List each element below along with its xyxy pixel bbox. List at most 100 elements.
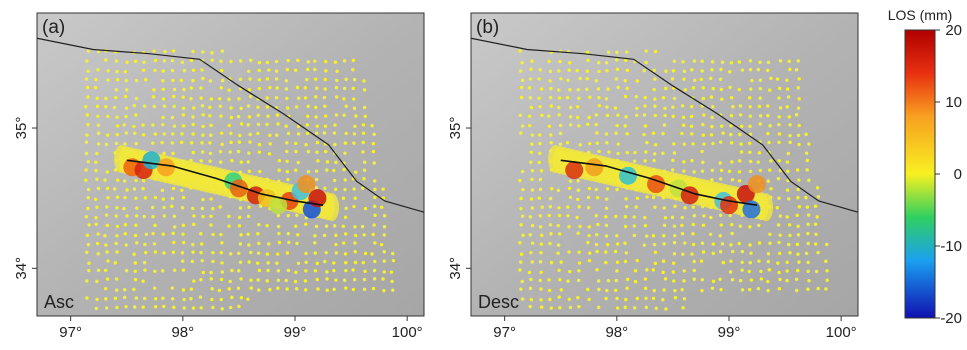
point	[643, 104, 646, 107]
point	[644, 287, 647, 290]
point	[306, 68, 309, 71]
point	[114, 261, 117, 264]
point	[518, 268, 521, 271]
point	[692, 243, 695, 246]
point	[814, 233, 817, 236]
point	[248, 115, 251, 118]
deformation	[297, 175, 315, 193]
point	[606, 187, 609, 190]
point	[529, 278, 532, 281]
point	[557, 88, 560, 91]
point	[124, 305, 127, 308]
point	[304, 252, 307, 255]
point	[644, 61, 647, 64]
point	[256, 261, 259, 264]
point	[105, 205, 108, 208]
point	[324, 78, 327, 81]
point	[285, 279, 288, 282]
colorbar-tick-label: -20	[940, 310, 962, 327]
point	[191, 50, 194, 53]
point	[798, 77, 801, 80]
point	[316, 262, 319, 265]
point	[143, 261, 146, 264]
point	[182, 88, 185, 91]
point	[785, 279, 788, 282]
point	[304, 223, 307, 226]
point	[201, 125, 204, 128]
point	[539, 68, 542, 71]
point	[604, 261, 607, 264]
point	[528, 271, 531, 274]
point	[767, 179, 770, 182]
point	[721, 61, 724, 64]
point	[530, 142, 533, 145]
point	[596, 196, 599, 199]
point	[189, 297, 192, 300]
point	[807, 179, 810, 182]
point	[304, 96, 307, 99]
point	[275, 86, 278, 89]
point	[105, 250, 108, 253]
point	[615, 124, 618, 127]
point	[528, 305, 531, 308]
point	[190, 287, 193, 290]
point	[266, 261, 269, 264]
point	[777, 196, 780, 199]
point	[671, 106, 674, 109]
point	[325, 168, 328, 171]
point	[671, 168, 674, 171]
point	[152, 88, 155, 91]
point	[307, 60, 310, 63]
point	[190, 141, 193, 144]
point	[237, 97, 240, 100]
point	[815, 270, 818, 273]
point	[373, 214, 376, 217]
point	[304, 261, 307, 264]
point	[605, 61, 608, 64]
point	[825, 269, 828, 272]
point	[787, 152, 790, 155]
point	[134, 224, 137, 227]
point	[134, 270, 137, 273]
point	[702, 250, 705, 253]
point	[690, 132, 693, 135]
point	[567, 250, 570, 253]
point	[257, 114, 260, 117]
point	[615, 58, 618, 61]
point	[748, 151, 751, 154]
point	[787, 243, 790, 246]
point	[230, 159, 233, 162]
point	[721, 131, 724, 134]
point	[682, 279, 685, 282]
point	[134, 234, 137, 237]
point	[162, 197, 165, 200]
point	[540, 169, 543, 172]
point	[343, 178, 346, 181]
point	[171, 152, 174, 155]
point	[624, 124, 627, 127]
point	[123, 196, 126, 199]
point	[521, 124, 524, 127]
point	[171, 141, 174, 144]
point	[615, 77, 618, 80]
point	[731, 178, 734, 181]
point	[683, 70, 686, 73]
point	[221, 79, 224, 82]
point	[276, 113, 279, 116]
point	[345, 105, 348, 108]
point	[796, 243, 799, 246]
point	[189, 97, 192, 100]
point	[625, 87, 628, 90]
point	[163, 59, 166, 62]
point	[96, 242, 99, 245]
point	[240, 296, 243, 299]
point	[97, 252, 100, 255]
point	[758, 61, 761, 64]
point	[785, 79, 788, 82]
point	[644, 96, 647, 99]
point	[797, 86, 800, 89]
point	[824, 287, 827, 290]
point	[652, 268, 655, 271]
point	[172, 187, 175, 190]
point	[256, 232, 259, 235]
